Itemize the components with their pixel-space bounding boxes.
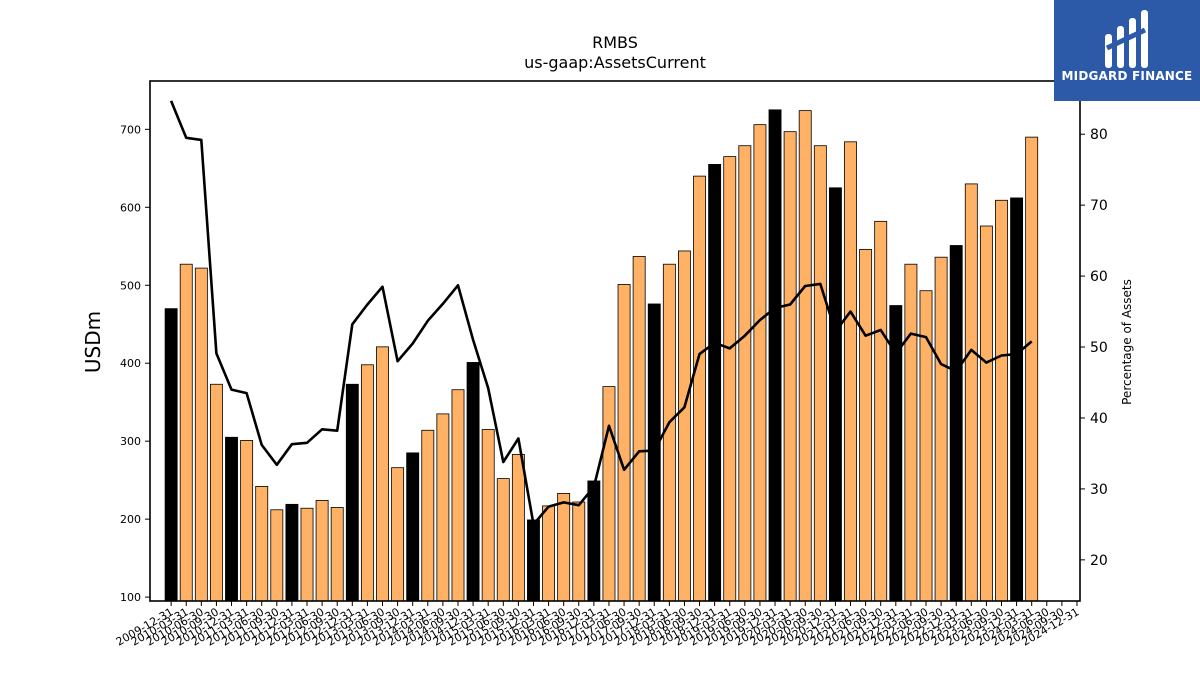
bar <box>859 248 873 602</box>
y-tick-label: 400 <box>120 357 141 370</box>
bar <box>798 110 812 602</box>
y-tick-label: 300 <box>120 435 141 448</box>
bar <box>436 413 450 602</box>
bar <box>813 145 827 602</box>
line-layer <box>169 100 1033 526</box>
logo-text: MIDGARD FINANCE <box>1061 69 1193 83</box>
bar <box>164 308 178 602</box>
bar <box>511 454 525 602</box>
bar <box>1010 197 1024 602</box>
y2-tick-label: 60 <box>1090 269 1108 285</box>
bar <box>255 485 269 602</box>
bar <box>557 493 571 602</box>
bar <box>647 303 661 602</box>
bar <box>632 256 646 602</box>
y-tick-label: 600 <box>120 201 141 214</box>
bar <box>572 501 586 602</box>
y-tick-label: 100 <box>120 591 141 604</box>
bar <box>391 467 405 602</box>
bar <box>904 263 918 602</box>
bar <box>753 124 767 602</box>
bar <box>542 505 556 602</box>
plot-frame <box>149 80 1081 602</box>
chart-subtitle: us-gaap:AssetsCurrent <box>524 53 706 72</box>
bar <box>844 141 857 602</box>
bar <box>179 263 193 602</box>
y2-tick-label: 30 <box>1090 482 1108 498</box>
bar <box>270 509 284 602</box>
bar <box>285 503 299 602</box>
y2-tick-label: 20 <box>1090 553 1108 569</box>
bar <box>602 386 616 602</box>
bar <box>617 284 631 602</box>
percentage-line <box>169 100 1033 526</box>
bar <box>693 175 706 602</box>
bar <box>678 250 691 602</box>
bar <box>979 225 993 602</box>
bar <box>723 156 737 602</box>
chart-title: RMBS <box>592 33 638 52</box>
bar <box>330 507 344 602</box>
bar <box>225 436 238 602</box>
y2-tick-label: 50 <box>1090 340 1108 356</box>
y2-tick-label: 80 <box>1090 127 1108 143</box>
y-axis-right: 20 30 40 50 60 70 80 <box>1080 127 1108 569</box>
bar <box>874 220 888 602</box>
bar <box>934 256 948 602</box>
bar <box>995 199 1008 602</box>
bar <box>315 500 329 602</box>
y-axis-left: 100 200 300 400 500 600 700 <box>120 123 150 604</box>
bar <box>828 187 842 602</box>
bar <box>240 440 254 602</box>
bar <box>738 145 752 602</box>
bar <box>527 519 540 602</box>
bar <box>949 245 963 602</box>
bar <box>451 389 465 602</box>
y-tick-label: 200 <box>120 513 141 526</box>
bar <box>300 507 314 602</box>
bar <box>406 452 420 602</box>
bar <box>345 383 359 602</box>
y-tick-label: 700 <box>120 123 141 136</box>
brand-logo: MIDGARD FINANCE <box>1054 0 1200 101</box>
y-axis-label: USDm <box>81 311 105 373</box>
bar <box>194 267 208 602</box>
bar <box>376 346 389 602</box>
y2-axis-label: Percentage of Assets <box>1120 279 1134 405</box>
x-axis: 2009-12-312010-03-312010-06-302010-09-30… <box>114 601 1081 649</box>
midgard-logo-icon <box>1105 10 1148 68</box>
bar <box>783 131 797 602</box>
y-tick-label: 500 <box>120 279 141 292</box>
bar <box>466 362 480 602</box>
bar <box>360 364 374 602</box>
bar <box>768 109 782 602</box>
bar <box>587 480 601 602</box>
bar <box>496 478 510 602</box>
y2-tick-label: 70 <box>1090 198 1108 214</box>
y2-tick-label: 40 <box>1090 411 1108 427</box>
bar <box>421 429 435 602</box>
bar <box>964 183 978 602</box>
bar <box>1025 136 1039 602</box>
bar <box>209 383 223 602</box>
bar <box>708 164 722 602</box>
bar <box>481 429 495 602</box>
bars-layer <box>164 109 1039 602</box>
